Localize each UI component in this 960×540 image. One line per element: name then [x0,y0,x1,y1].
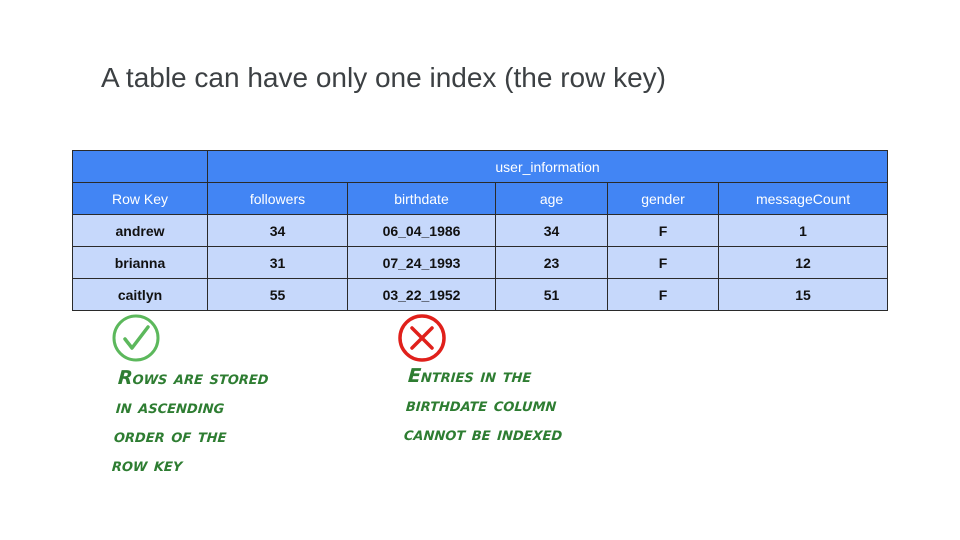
table-header-row: Row Key followers birthdate age gender m… [72,182,889,215]
table-cell: 07_24_1993 [347,246,496,279]
table-cell-row-key: andrew [72,214,208,247]
slide-title: A table can have only one index (the row… [101,62,667,93]
table-cell: F [607,246,719,279]
positive-note-line: order of the [113,425,228,447]
positive-note-line: row key [111,454,184,476]
table-corner-cell [72,150,208,183]
table-cell-row-key: brianna [72,246,208,279]
table-row: caitlyn 55 03_22_1952 51 F 15 [72,278,889,311]
x-circle-icon [398,314,446,362]
positive-note-line: Rows are stored [117,367,270,389]
column-header-birthdate: birthdate [347,182,496,215]
table-cell: 03_22_1952 [347,278,496,311]
negative-note-line: Entries in the [407,365,533,387]
negative-note-line: cannot be indexed [403,423,564,445]
column-header-message-count: messageCount [717,182,889,215]
table-cell: 31 [207,246,348,279]
negative-note-line: birthdate column [405,394,558,416]
table-cell: 51 [495,278,608,311]
table-cell: 06_04_1986 [347,214,496,247]
table-cell: 34 [495,214,608,247]
table-row: brianna 31 07_24_1993 23 F 12 [72,246,889,279]
table-cell: 23 [495,246,608,279]
table-cell-row-key: caitlyn [72,278,208,311]
table-cell: 1 [717,214,889,247]
column-header-gender: gender [607,182,719,215]
column-header-age: age [495,182,608,215]
table-cell: 34 [207,214,348,247]
table-cell: 12 [717,246,889,279]
user-table: user_information Row Key followers birth… [72,150,889,311]
negative-note: Entries in the birthdate column cannot b… [403,362,567,449]
column-header-followers: followers [207,182,348,215]
column-header-row-key: Row Key [72,182,208,215]
check-circle-icon [112,314,160,362]
positive-note-line: in ascending [115,396,226,418]
table-cell: F [607,214,719,247]
table-row: andrew 34 06_04_1986 34 F 1 [72,214,889,247]
table-cell: 15 [717,278,889,311]
table-group-header-row: user_information [72,150,889,183]
column-family-header: user_information [206,150,889,183]
positive-note: Rows are stored in ascending order of th… [111,364,270,480]
table-cell: 55 [207,278,348,311]
table-cell: F [607,278,719,311]
